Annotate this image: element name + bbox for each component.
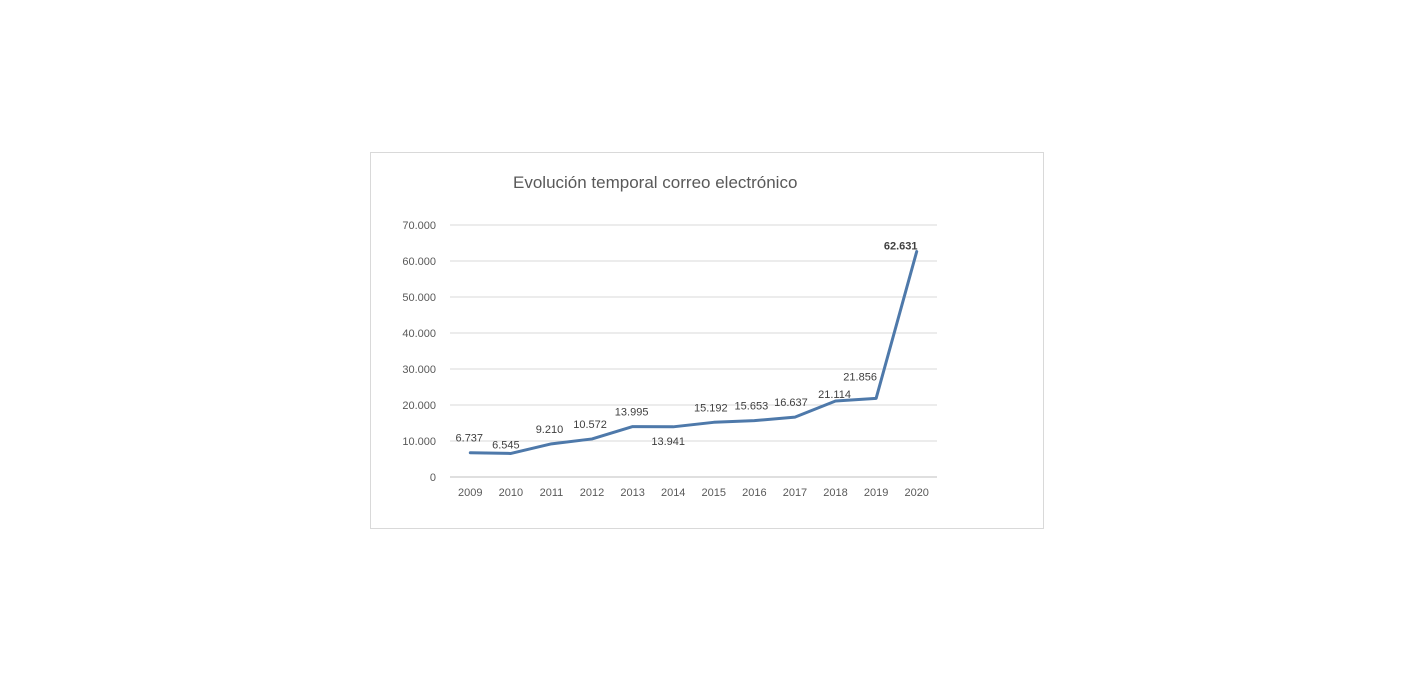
- data-label: 15.653: [735, 401, 769, 413]
- data-label: 6.737: [456, 433, 484, 445]
- x-tick-label: 2017: [783, 487, 807, 499]
- y-axis-ticks: 0 10.000 20.000 30.000 40.000 50.000 60.000 70.…: [402, 220, 436, 484]
- x-tick-label: 2019: [864, 487, 888, 499]
- x-tick-label: 2018: [823, 487, 847, 499]
- data-labels: 6.737 6.545 9.210 10.572 13.995 13.941 15.192 1…: [456, 241, 918, 452]
- y-tick-label: 30.000: [402, 364, 436, 376]
- data-label: 10.572: [573, 419, 607, 431]
- data-label: 13.995: [615, 407, 649, 419]
- x-tick-label: 2020: [904, 487, 928, 499]
- y-tick-label: 10.000: [402, 436, 436, 448]
- data-label: 62.631: [884, 241, 918, 253]
- chart-title: Evolución temporal correo electrónico: [513, 173, 798, 192]
- chart-frame: Evolución temporal correo electrónico 0 1…: [370, 152, 1044, 529]
- data-label: 16.637: [774, 397, 808, 409]
- x-tick-label: 2015: [702, 487, 726, 499]
- series-line: [468, 250, 919, 455]
- data-label: 13.941: [651, 436, 685, 448]
- x-tick-label: 2016: [742, 487, 766, 499]
- x-tick-label: 2009: [458, 487, 482, 499]
- y-tick-label: 50.000: [402, 292, 436, 304]
- y-tick-label: 60.000: [402, 256, 436, 268]
- gridlines: [450, 224, 937, 478]
- data-label: 9.210: [536, 424, 564, 436]
- x-axis-ticks: 2009 2010 2011 2012 2013 2014 2015 2016 2017 2018…: [458, 487, 929, 499]
- y-tick-label: 20.000: [402, 400, 436, 412]
- data-label: 21.856: [843, 371, 877, 383]
- data-label: 21.114: [818, 389, 851, 401]
- x-tick-label: 2010: [499, 487, 523, 499]
- line-chart: 0 10.000 20.000 30.000 40.000 50.000 60.000 70.…: [402, 220, 937, 499]
- y-tick-label: 0: [430, 472, 436, 484]
- x-tick-label: 2011: [540, 487, 564, 499]
- y-tick-label: 40.000: [402, 328, 436, 340]
- y-tick-label: 70.000: [402, 220, 436, 232]
- x-tick-label: 2014: [661, 487, 685, 499]
- x-tick-label: 2012: [580, 487, 604, 499]
- series-polyline: [468, 250, 919, 455]
- data-label: 15.192: [694, 402, 728, 414]
- data-label: 6.545: [492, 439, 520, 451]
- x-tick-label: 2013: [620, 487, 644, 499]
